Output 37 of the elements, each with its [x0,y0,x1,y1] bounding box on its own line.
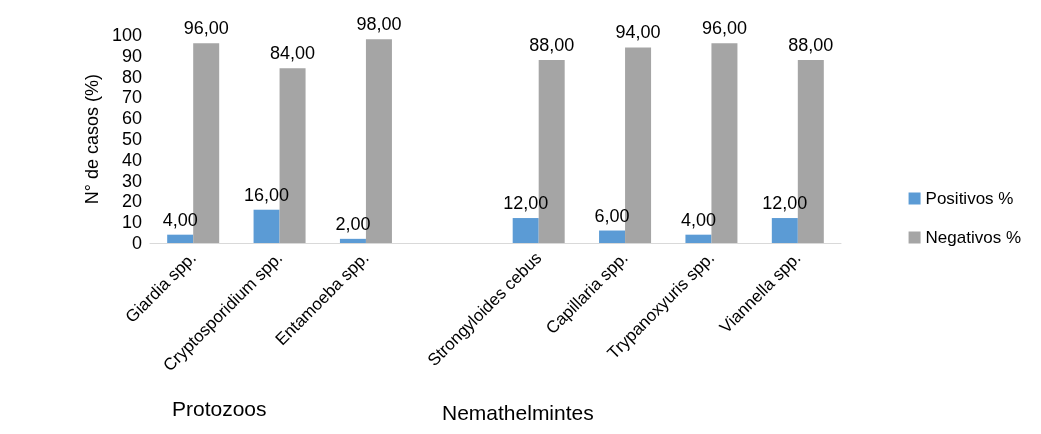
y-tick-label: 50 [121,129,142,149]
data-label: 84,00 [270,43,316,64]
y-tick-label: 100 [111,25,142,45]
y-tick-label: 60 [121,108,142,129]
y-tick-label: 40 [121,149,142,170]
bar [167,234,194,243]
text: Nemathelmintes [442,401,594,424]
bar [512,218,539,243]
y-tick-label: 20 [121,191,142,212]
data-label: 6,00 [594,205,630,226]
data-label: 98,00 [356,14,402,35]
y-tick-label: 70 [121,87,142,108]
y-tick-label: 90 [121,45,142,66]
bar [771,218,798,243]
legend-label: Negativos % [925,228,1021,247]
data-label: 2,00 [335,213,371,234]
data-label: 96,00 [183,18,229,39]
y-tick-label: 0 [131,233,142,253]
bar [339,238,366,243]
bar [253,209,280,243]
bar [685,234,712,243]
text: Protozoos [172,397,267,420]
y-tick-label: 30 [121,170,142,191]
data-label: 12,00 [503,193,549,214]
bar [599,230,626,243]
y-tick-label: 80 [121,66,142,87]
data-label: 12,00 [762,193,808,214]
data-label: 16,00 [244,184,290,205]
data-label: 4,00 [162,209,198,230]
data-label: 4,00 [680,209,716,230]
data-label: 94,00 [615,22,661,43]
legend-label: Positivos % [925,189,1014,208]
data-label: 88,00 [788,34,834,55]
y-tick-label: 10 [121,212,142,233]
data-label: 96,00 [701,18,747,39]
y-axis-title: N° de casos (%) [82,73,103,205]
data-label: 88,00 [529,34,575,55]
